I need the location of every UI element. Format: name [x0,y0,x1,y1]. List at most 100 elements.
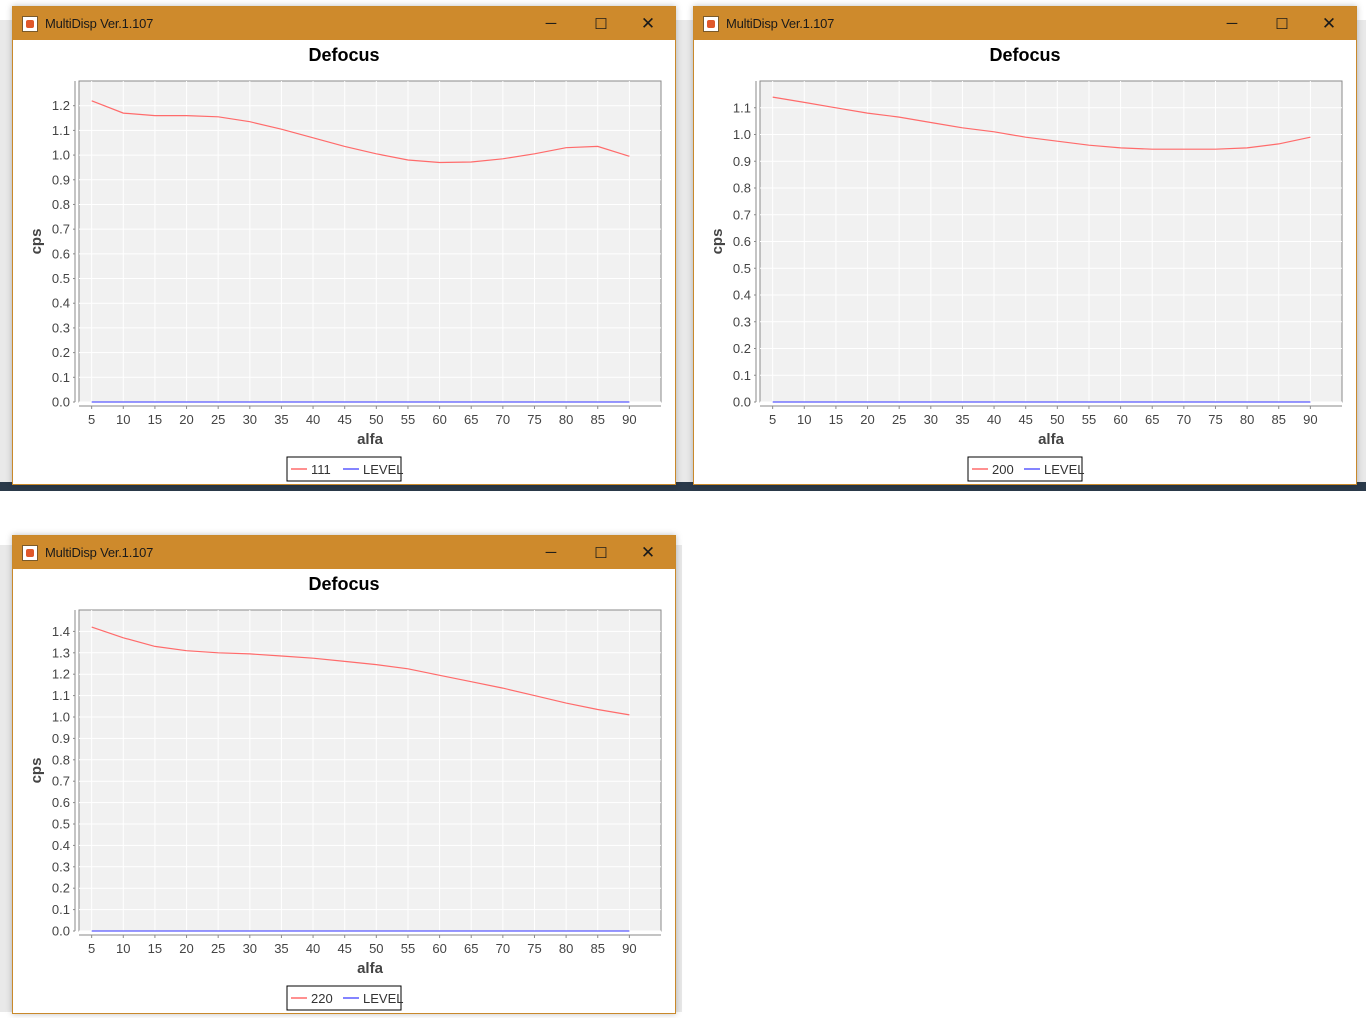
multidisp-window[interactable]: MultiDisp Ver.1.107 ─ ☐ ✕ Defocus 0.0 0.1 0… [693,6,1357,485]
x-tick-label: 85 [591,941,605,956]
x-tick-label: 10 [116,412,130,427]
y-tick-label: 0.4 [52,838,70,853]
x-tick-label: 60 [432,941,446,956]
maximize-button[interactable]: ☐ [594,15,608,33]
legend-label: 111 [311,462,331,477]
x-tick-label: 50 [369,412,383,427]
y-tick-label: 1.1 [52,123,70,138]
chart-panel: Defocus 0.0 0.1 0.2 0.3 0.4 0.5 0.6 0.7 0.8 0.9 1.0… [694,40,1356,489]
x-tick-label: 15 [829,412,843,427]
x-tick-label: 85 [591,412,605,427]
y-tick-label: 0.8 [52,197,70,212]
y-tick-label: 0.3 [52,320,70,335]
x-tick-label: 25 [892,412,906,427]
y-tick-label: 0.7 [52,222,70,237]
plot-area [78,609,662,932]
minimize-button[interactable]: ─ [545,15,557,32]
y-tick-label: 1.0 [52,148,70,163]
minimize-button[interactable]: ─ [545,544,557,561]
x-tick-label: 35 [955,412,969,427]
background-window-edge [0,545,14,1012]
chart-panel: Defocus 0.0 0.1 0.2 0.3 0.4 0.5 0.6 0.7 0.8 0.9 1.0… [13,40,675,489]
background-window-edge [0,20,14,490]
multidisp-window[interactable]: MultiDisp Ver.1.107 ─ ☐ ✕ Defocus 0.0 0.1 0… [12,535,676,1014]
x-tick-label: 45 [337,412,351,427]
title-bar[interactable]: MultiDisp Ver.1.107 ─ ☐ ✕ [13,536,675,569]
y-tick-label: 0.5 [52,817,70,832]
minimize-button[interactable]: ─ [1226,15,1238,32]
window-title: MultiDisp Ver.1.107 [45,545,154,560]
x-tick-label: 25 [211,412,225,427]
x-tick-label: 75 [1208,412,1222,427]
y-axis-label: cps [709,229,726,255]
chart-title: Defocus [308,574,379,594]
y-tick-label: 1.0 [52,710,70,725]
y-tick-label: 0.2 [52,881,70,896]
x-tick-label: 10 [116,941,130,956]
series-line-data [772,96,1311,150]
multidisp-window[interactable]: MultiDisp Ver.1.107 ─ ☐ ✕ Defocus 0.0 0.1 0… [12,6,676,485]
legend: 200 LEVEL [967,456,1084,482]
x-tick-label: 35 [274,412,288,427]
x-tick-label: 90 [1303,412,1317,427]
y-tick-label: 0.0 [733,395,751,410]
title-bar[interactable]: MultiDisp Ver.1.107 ─ ☐ ✕ [694,7,1356,40]
x-tick-label: 90 [622,941,636,956]
y-tick-label: 1.3 [52,645,70,660]
y-tick-label: 1.2 [52,667,70,682]
y-tick-label: 0.2 [733,341,751,356]
y-tick-label: 0.7 [733,207,751,222]
x-tick-label: 85 [1272,412,1286,427]
y-tick-label: 1.1 [733,100,751,115]
java-app-icon [22,15,38,32]
x-tick-label: 60 [432,412,446,427]
legend-label: LEVEL [363,462,403,477]
legend-label: LEVEL [363,991,403,1006]
x-tick-label: 60 [1113,412,1127,427]
x-tick-label: 90 [622,412,636,427]
legend-label: LEVEL [1044,462,1084,477]
y-tick-label: 1.4 [52,624,70,639]
y-tick-label: 0.1 [733,368,751,383]
close-button[interactable]: ✕ [640,542,656,562]
legend: 111 LEVEL [286,456,403,482]
legend-label: 200 [992,462,1014,477]
close-button[interactable]: ✕ [640,13,656,33]
y-tick-label: 0.6 [52,246,70,261]
y-tick-label: 0.8 [52,752,70,767]
desktop-wallpaper [0,482,1366,491]
y-tick-label: 0.3 [733,314,751,329]
legend: 220 LEVEL [286,985,403,1011]
y-tick-label: 0.5 [52,271,70,286]
x-axis-label: alfa [357,431,384,448]
y-tick-label: 0.1 [52,902,70,917]
y-tick-label: 0.6 [733,234,751,249]
series-line-data [91,626,630,716]
x-tick-label: 5 [88,941,95,956]
x-tick-label: 30 [924,412,938,427]
y-axis-label: cps [28,229,45,255]
chart-panel: Defocus 0.0 0.1 0.2 0.3 0.4 0.5 0.6 0.7 0.8 0.9 1.0… [13,569,675,1018]
y-tick-label: 0.0 [52,924,70,939]
y-tick-label: 0.4 [733,288,751,303]
x-tick-label: 55 [401,941,415,956]
x-tick-label: 65 [464,941,478,956]
window-title: MultiDisp Ver.1.107 [45,16,154,31]
y-tick-label: 1.2 [52,98,70,113]
title-bar[interactable]: MultiDisp Ver.1.107 ─ ☐ ✕ [13,7,675,40]
y-tick-label: 0.4 [52,296,70,311]
y-tick-label: 0.7 [52,774,70,789]
chart-title: Defocus [989,45,1060,65]
maximize-button[interactable]: ☐ [1275,15,1289,33]
y-tick-label: 0.8 [733,181,751,196]
x-tick-label: 45 [337,941,351,956]
maximize-button[interactable]: ☐ [594,544,608,562]
x-axis-label: alfa [1038,431,1065,448]
close-button[interactable]: ✕ [1321,13,1337,33]
x-axis-label: alfa [357,960,384,977]
x-tick-label: 30 [243,941,257,956]
x-tick-label: 55 [401,412,415,427]
y-tick-label: 0.9 [733,154,751,169]
x-tick-label: 40 [987,412,1001,427]
x-tick-label: 40 [306,941,320,956]
